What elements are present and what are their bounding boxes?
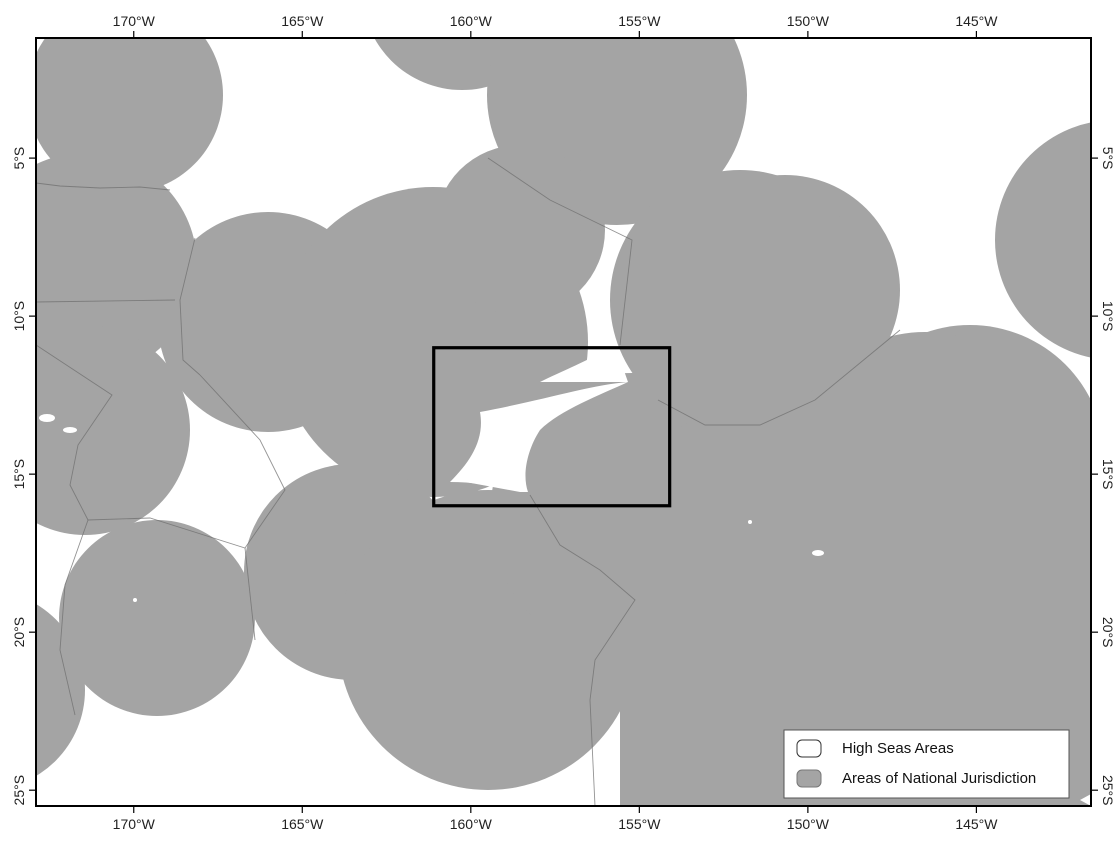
eez-area xyxy=(435,145,605,315)
legend-label-national-jurisdiction: Areas of National Jurisdiction xyxy=(842,770,1036,787)
national-jurisdiction-swatch xyxy=(796,769,822,788)
high-seas-pocket xyxy=(540,345,628,382)
eez-boundary xyxy=(657,329,901,426)
island xyxy=(812,550,824,556)
eez-boundary xyxy=(36,344,113,521)
y-tick-label-right: 20°S xyxy=(1100,617,1116,648)
legend-label-high-seas: High Seas Areas xyxy=(842,740,954,757)
high-seas-pocket xyxy=(450,382,628,492)
eez-area xyxy=(995,122,1091,358)
x-tick-label-bottom: 150°W xyxy=(787,816,830,832)
x-tick-label-bottom: 170°W xyxy=(113,816,156,832)
eez-boundary xyxy=(179,237,201,376)
x-tick-label-bottom: 155°W xyxy=(618,816,661,832)
eez-boundary xyxy=(36,299,176,303)
y-axis-right: 5°S 10°S 15°S 20°S 25°S xyxy=(1091,147,1116,806)
x-tick-label-bottom: 165°W xyxy=(281,816,324,832)
island xyxy=(133,598,137,602)
y-axis-left: 5°S 10°S 15°S 20°S 25°S xyxy=(11,147,36,806)
x-axis-bottom: 170°W 165°W 160°W 155°W 150°W 145°W xyxy=(113,806,998,832)
x-tick-label-top: 170°W xyxy=(113,13,156,29)
high-seas-pocket xyxy=(455,479,528,492)
island xyxy=(39,414,55,422)
y-tick-label-left: 5°S xyxy=(11,147,27,170)
y-tick-label-left: 25°S xyxy=(11,775,27,806)
eez-boundary xyxy=(487,157,633,346)
eez-area xyxy=(59,520,255,716)
y-tick-label-right: 25°S xyxy=(1100,775,1116,806)
island xyxy=(1080,794,1091,806)
eez-boundary xyxy=(59,519,89,716)
high-seas-pockets xyxy=(39,345,1091,806)
x-tick-label-top: 160°W xyxy=(450,13,493,29)
study-area-box xyxy=(432,346,672,508)
x-tick-label-top: 150°W xyxy=(787,13,830,29)
high-seas-swatch xyxy=(796,739,822,758)
eez-area xyxy=(610,170,870,430)
x-tick-label-bottom: 145°W xyxy=(955,816,998,832)
island xyxy=(63,427,77,433)
x-axis-top: 170°W 165°W 160°W 155°W 150°W 145°W xyxy=(113,13,998,38)
y-tick-label-left: 15°S xyxy=(11,459,27,490)
eez-boundary xyxy=(87,374,286,549)
y-tick-label-right: 5°S xyxy=(1100,147,1116,170)
island xyxy=(748,520,752,524)
y-tick-label-right: 10°S xyxy=(1100,301,1116,332)
y-tick-label-left: 20°S xyxy=(11,617,27,648)
y-tick-label-left: 10°S xyxy=(11,301,27,332)
eez-boundary xyxy=(36,182,171,191)
x-tick-label-bottom: 160°W xyxy=(450,816,493,832)
map-frame xyxy=(35,37,1092,807)
eez-area xyxy=(36,153,197,377)
x-tick-label-top: 155°W xyxy=(618,13,661,29)
y-tick-label-right: 15°S xyxy=(1100,459,1116,490)
legend-box xyxy=(783,729,1070,799)
legend: High Seas Areas Areas of National Jurisd… xyxy=(783,729,1070,799)
eez-boundary xyxy=(529,494,636,806)
eez-boundary xyxy=(244,547,256,641)
eez-boundaries xyxy=(36,157,901,806)
x-tick-label-top: 165°W xyxy=(281,13,324,29)
eez-area xyxy=(36,325,190,535)
x-tick-label-top: 145°W xyxy=(955,13,998,29)
